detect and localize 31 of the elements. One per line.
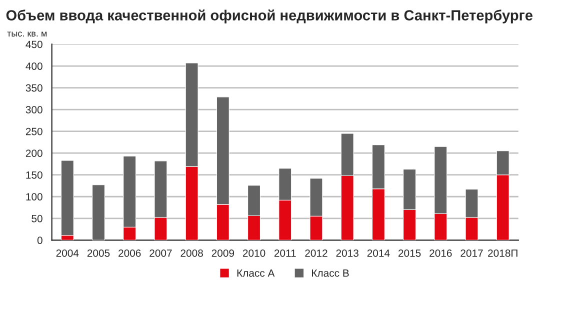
y-tick-label: 0 <box>37 236 42 244</box>
x-tick-label: 2008 <box>180 249 203 257</box>
y-tick-label: 350 <box>26 84 42 92</box>
y-tick-label: 100 <box>26 193 42 200</box>
x-tick-label: 2007 <box>150 249 172 257</box>
x-tick-label: 2006 <box>118 249 141 257</box>
y-tick-label: 50 <box>32 214 42 222</box>
x-tick-label: 2015 <box>398 249 421 257</box>
y-tick-label: 200 <box>26 150 42 157</box>
x-tick-label: 2009 <box>212 249 234 257</box>
x-tick-label: 2018П <box>488 249 518 257</box>
chart-title: Объем ввода качественной офисной недвижимости в Санкт-Петербурге <box>6 9 533 24</box>
y-axis-title: тыс. кв. м <box>7 32 47 37</box>
x-tick-label: 2016 <box>430 249 452 257</box>
y-tick-label: 150 <box>26 171 42 179</box>
y-tick-label: 450 <box>26 40 42 48</box>
x-tick-label: 2017 <box>460 249 483 257</box>
legend-label: Класс В <box>312 270 349 277</box>
y-tick-label: 250 <box>26 128 42 136</box>
y-tick-label: 400 <box>26 62 42 70</box>
x-tick-label: 2013 <box>336 249 358 257</box>
x-tick-label: 2014 <box>367 249 390 257</box>
bar <box>60 160 74 236</box>
x-tick-label: 2011 <box>274 249 296 257</box>
y-tick-label: 300 <box>26 106 42 114</box>
x-tick-label: 2012 <box>305 249 328 257</box>
bar <box>92 184 105 240</box>
x-tick-label: 2010 <box>242 249 266 257</box>
x-tick-label: 2004 <box>56 249 79 257</box>
legend-label: Класс А <box>237 270 275 277</box>
x-tick-label: 2005 <box>87 249 110 257</box>
